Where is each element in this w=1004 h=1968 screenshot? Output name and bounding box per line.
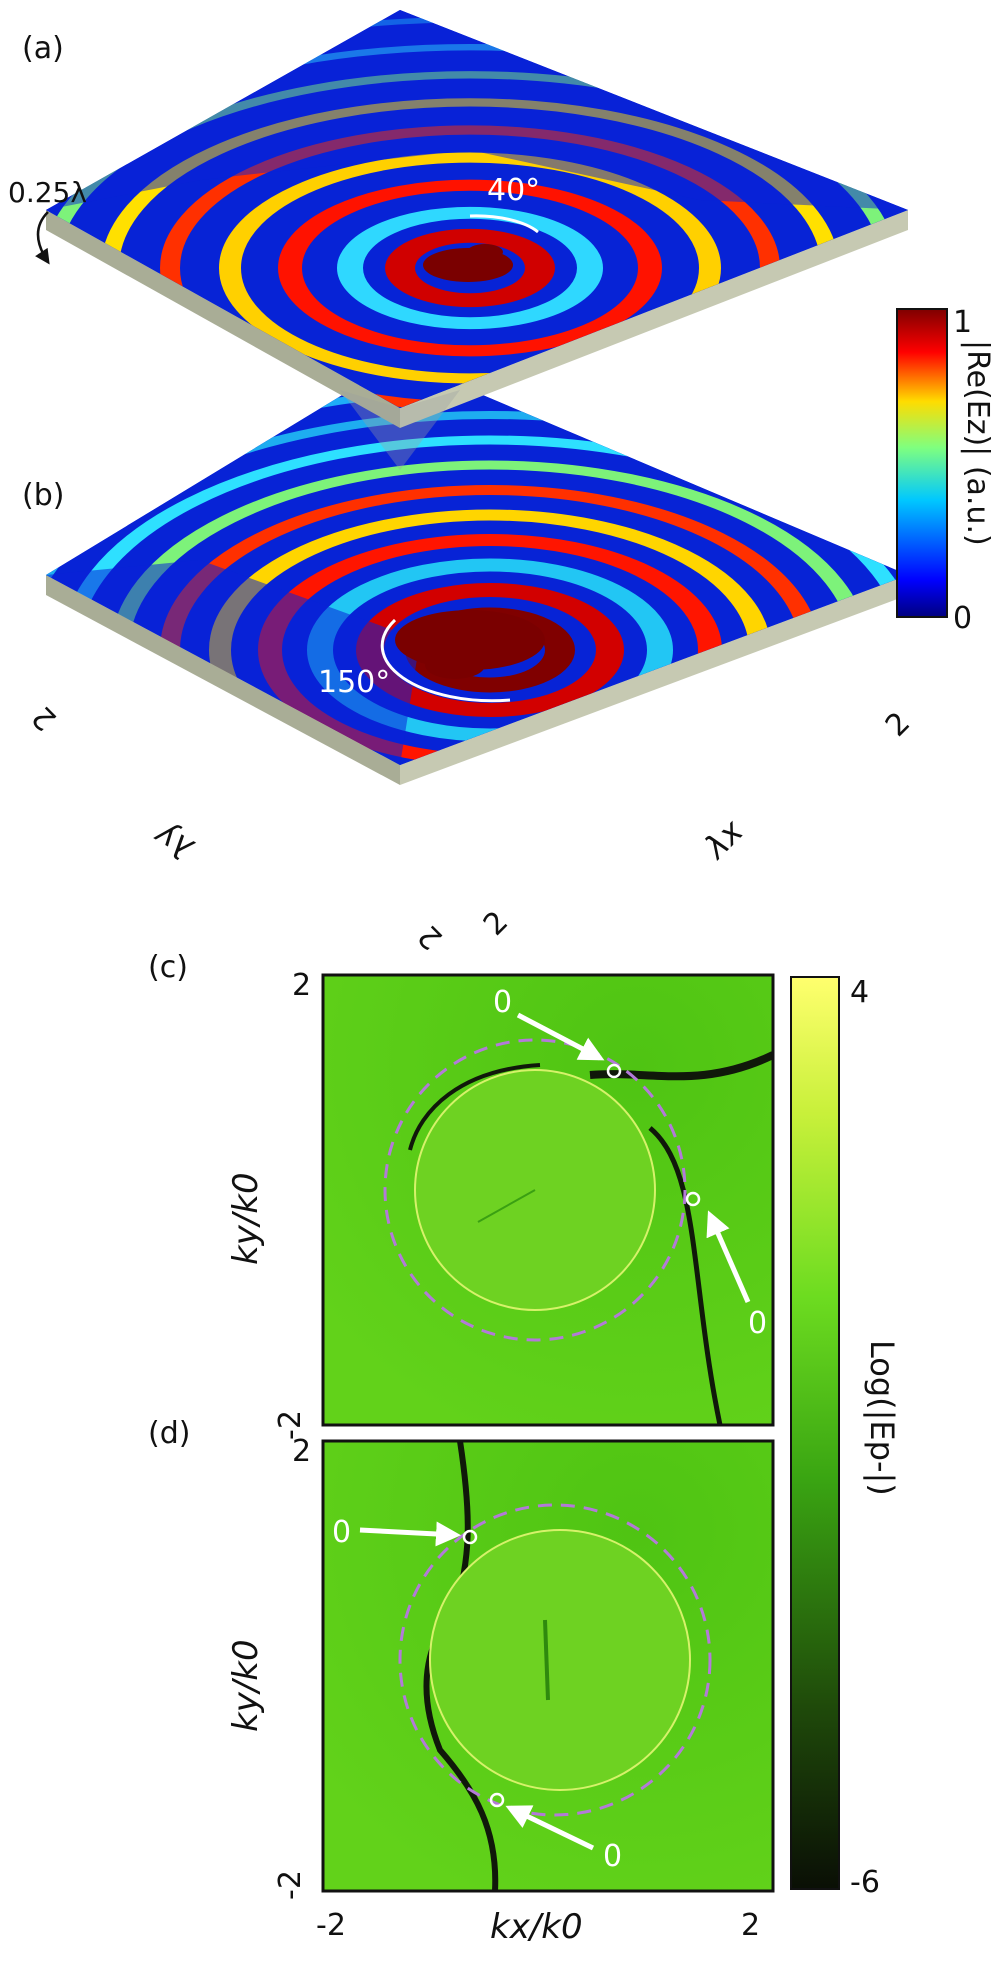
angle-b-label: 150°: [318, 665, 390, 700]
angle-arc-a: [469, 214, 539, 234]
top-colorbar: 1 0 |Re(Ez)| (a.u.): [896, 305, 995, 636]
panel-d-y-min: -2: [273, 1870, 308, 1900]
zero-marker-c2: 0: [748, 1306, 767, 1341]
x-tick-right: 2: [879, 705, 917, 743]
panel-d-y-label: ky/k0: [226, 1639, 266, 1732]
thickness-arrow: [35, 211, 50, 265]
bottom-colorbar-min: -6: [850, 1865, 880, 1900]
corner-tick-right: 2: [477, 904, 515, 942]
panel-c-y-max: 2: [292, 968, 311, 1003]
angle-arc-b: [380, 618, 511, 703]
panel-d-map: [321, 1439, 775, 1893]
zero-marker-d2: 0: [603, 1839, 622, 1874]
panel-c-y-min: -2: [273, 1410, 308, 1440]
y-axis-label: λy: [146, 816, 200, 869]
top-colorbar-max: 1: [953, 305, 972, 340]
bottom-colorbar-label: Log(|Ep-|): [863, 1340, 901, 1496]
panel-c-map: [321, 973, 775, 1427]
thickness-label: 0.25λ: [8, 176, 87, 209]
x-max-tick: 2: [741, 1908, 760, 1943]
panel-b-label: (b): [22, 478, 64, 513]
panel-b-slab: [46, 360, 908, 785]
panel-c-y-label: ky/k0: [226, 1172, 266, 1265]
top-colorbar-label: |Re(Ez)| (a.u.): [960, 340, 995, 546]
y-tick-top: 2: [25, 699, 63, 737]
top-colorbar-min: 0: [953, 601, 972, 636]
x-axis-label: λx: [695, 811, 751, 867]
x-axis-k-label: kx/k0: [490, 1907, 583, 1947]
overlap-shade: [340, 390, 460, 470]
angle-a-label: 40°: [487, 173, 540, 208]
panel-c-label: (c): [148, 950, 188, 985]
corner-tick-left: 2: [411, 918, 449, 956]
panel-d-label: (d): [148, 1416, 190, 1451]
zero-marker-d1: 0: [332, 1515, 351, 1550]
x-min-tick: -2: [316, 1908, 346, 1943]
bottom-colorbar-max: 4: [850, 975, 869, 1010]
bottom-colorbar: 4 -6 Log(|Ep-|): [790, 975, 901, 1900]
panel-a-label: (a): [22, 31, 64, 66]
panel-d-y-max: 2: [292, 1434, 311, 1469]
zero-marker-c1: 0: [493, 985, 512, 1020]
